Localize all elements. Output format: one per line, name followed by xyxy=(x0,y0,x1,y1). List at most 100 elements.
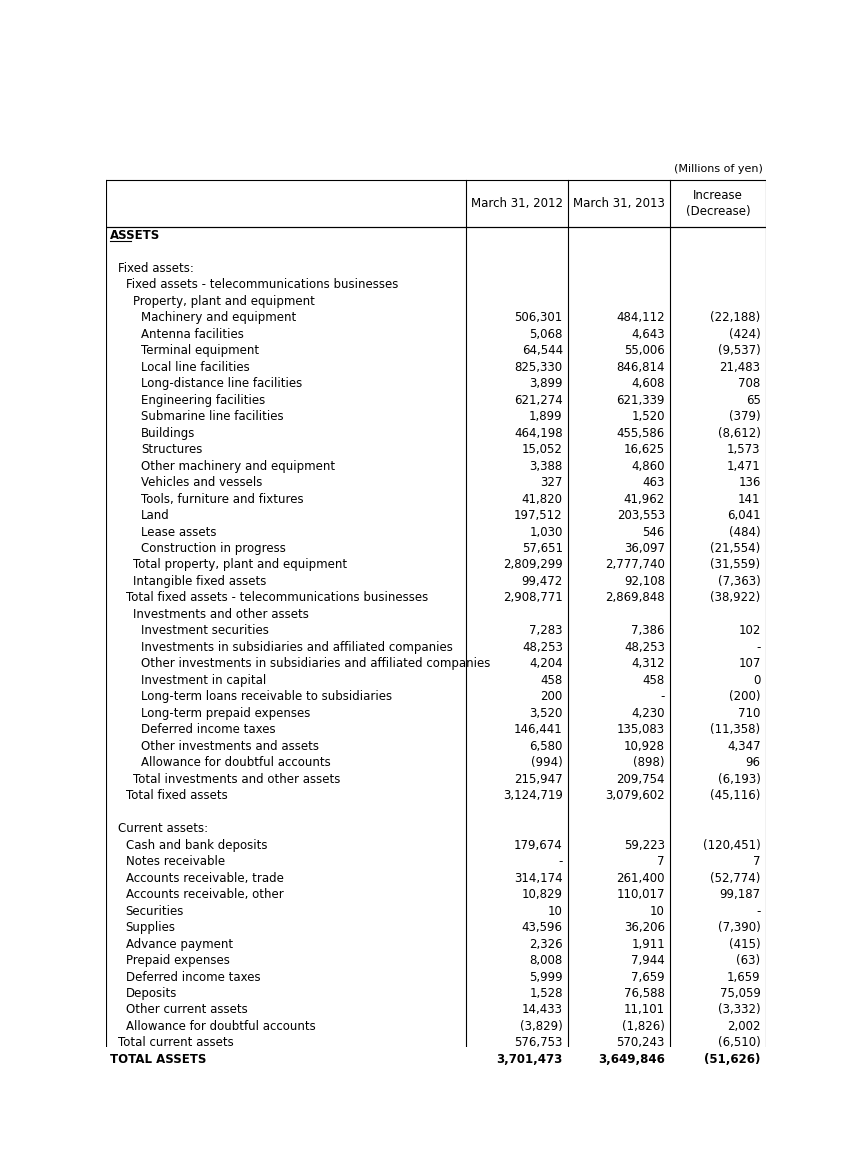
Text: 2,002: 2,002 xyxy=(727,1020,761,1033)
Text: 4,312: 4,312 xyxy=(631,657,665,670)
Text: 327: 327 xyxy=(540,476,563,489)
Text: 484,112: 484,112 xyxy=(616,312,665,325)
Text: 825,330: 825,330 xyxy=(515,361,563,374)
Text: March 31, 2013: March 31, 2013 xyxy=(574,198,665,211)
Text: 7,386: 7,386 xyxy=(631,624,665,637)
Text: 43,596: 43,596 xyxy=(522,921,563,934)
Text: Increase
(Decrease): Increase (Decrease) xyxy=(686,189,751,218)
Text: 36,206: 36,206 xyxy=(624,921,665,934)
Text: (45,116): (45,116) xyxy=(711,789,761,802)
Text: Deferred income taxes: Deferred income taxes xyxy=(125,970,260,983)
Text: Investment in capital: Investment in capital xyxy=(141,674,266,687)
Text: 179,674: 179,674 xyxy=(514,838,563,851)
Text: 1,899: 1,899 xyxy=(529,410,563,423)
Text: 7,283: 7,283 xyxy=(529,624,563,637)
Text: 59,223: 59,223 xyxy=(624,838,665,851)
Text: 3,079,602: 3,079,602 xyxy=(605,789,665,802)
Text: Notes receivable: Notes receivable xyxy=(125,855,225,868)
Text: 4,230: 4,230 xyxy=(631,707,665,720)
Text: 3,899: 3,899 xyxy=(529,377,563,390)
Text: 1,528: 1,528 xyxy=(529,987,563,1000)
Text: TOTAL ASSETS: TOTAL ASSETS xyxy=(110,1053,206,1065)
Text: 546: 546 xyxy=(643,526,665,539)
Text: 1,911: 1,911 xyxy=(631,937,665,950)
Text: 11,101: 11,101 xyxy=(624,1003,665,1016)
Text: 3,388: 3,388 xyxy=(529,460,563,473)
Text: (Millions of yen): (Millions of yen) xyxy=(674,163,762,174)
Text: 7,659: 7,659 xyxy=(631,970,665,983)
Text: 1,471: 1,471 xyxy=(727,460,761,473)
Text: Accounts receivable, other: Accounts receivable, other xyxy=(125,888,283,901)
Text: -: - xyxy=(757,904,761,917)
Text: 3,649,846: 3,649,846 xyxy=(598,1053,665,1065)
Text: 314,174: 314,174 xyxy=(514,871,563,884)
Text: 10: 10 xyxy=(650,904,665,917)
Text: Investments and other assets: Investments and other assets xyxy=(134,608,309,621)
Text: 197,512: 197,512 xyxy=(514,509,563,522)
Text: 464,198: 464,198 xyxy=(514,427,563,440)
Text: Structures: Structures xyxy=(141,443,203,456)
Text: Machinery and equipment: Machinery and equipment xyxy=(141,312,297,325)
Text: 8,008: 8,008 xyxy=(529,954,563,967)
Text: (11,358): (11,358) xyxy=(711,723,761,736)
Text: 76,588: 76,588 xyxy=(624,987,665,1000)
Text: Investments in subsidiaries and affiliated companies: Investments in subsidiaries and affiliat… xyxy=(141,641,454,654)
Text: Construction in progress: Construction in progress xyxy=(141,542,286,555)
Text: (3,829): (3,829) xyxy=(520,1020,563,1033)
Text: 215,947: 215,947 xyxy=(514,773,563,786)
Text: 4,347: 4,347 xyxy=(727,740,761,753)
Text: 15,052: 15,052 xyxy=(522,443,563,456)
Text: Long-term prepaid expenses: Long-term prepaid expenses xyxy=(141,707,311,720)
Text: Advance payment: Advance payment xyxy=(125,937,232,950)
Text: 708: 708 xyxy=(739,377,761,390)
Text: 10: 10 xyxy=(548,904,563,917)
Text: (3,332): (3,332) xyxy=(718,1003,761,1016)
Text: 41,962: 41,962 xyxy=(624,493,665,506)
Text: 203,553: 203,553 xyxy=(617,509,665,522)
Text: (7,363): (7,363) xyxy=(718,575,761,588)
Text: 261,400: 261,400 xyxy=(616,871,665,884)
Text: 6,580: 6,580 xyxy=(529,740,563,753)
Text: 576,753: 576,753 xyxy=(514,1036,563,1049)
Text: Lease assets: Lease assets xyxy=(141,526,217,539)
Text: Cash and bank deposits: Cash and bank deposits xyxy=(125,838,267,851)
Text: (31,559): (31,559) xyxy=(711,559,761,572)
Text: Allowance for doubtful accounts: Allowance for doubtful accounts xyxy=(141,756,331,769)
Text: 65: 65 xyxy=(745,394,761,407)
Text: 110,017: 110,017 xyxy=(616,888,665,901)
Text: (7,390): (7,390) xyxy=(718,921,761,934)
Text: 1,520: 1,520 xyxy=(631,410,665,423)
Text: 36,097: 36,097 xyxy=(624,542,665,555)
Text: 135,083: 135,083 xyxy=(617,723,665,736)
Text: 4,860: 4,860 xyxy=(631,460,665,473)
Text: 570,243: 570,243 xyxy=(617,1036,665,1049)
Text: Intangible fixed assets: Intangible fixed assets xyxy=(134,575,267,588)
Text: 200: 200 xyxy=(540,690,563,703)
Text: 10,928: 10,928 xyxy=(624,740,665,753)
Text: 99,472: 99,472 xyxy=(522,575,563,588)
Text: 710: 710 xyxy=(739,707,761,720)
Text: 96: 96 xyxy=(745,756,761,769)
Text: Total fixed assets - telecommunications businesses: Total fixed assets - telecommunications … xyxy=(125,592,428,604)
Text: (415): (415) xyxy=(729,937,761,950)
Text: 3,124,719: 3,124,719 xyxy=(503,789,563,802)
Text: 75,059: 75,059 xyxy=(720,987,761,1000)
Text: (200): (200) xyxy=(729,690,761,703)
Text: Other investments in subsidiaries and affiliated companies: Other investments in subsidiaries and af… xyxy=(141,657,491,670)
Text: 141: 141 xyxy=(738,493,761,506)
Text: Accounts receivable, trade: Accounts receivable, trade xyxy=(125,871,283,884)
Text: Antenna facilities: Antenna facilities xyxy=(141,328,244,341)
Text: (484): (484) xyxy=(729,526,761,539)
Text: 7: 7 xyxy=(658,855,665,868)
Text: 14,433: 14,433 xyxy=(522,1003,563,1016)
Text: -: - xyxy=(558,855,563,868)
Text: (120,451): (120,451) xyxy=(703,838,761,851)
Text: Investment securities: Investment securities xyxy=(141,624,269,637)
Text: 209,754: 209,754 xyxy=(616,773,665,786)
Text: (898): (898) xyxy=(633,756,665,769)
Text: 99,187: 99,187 xyxy=(719,888,761,901)
Text: 146,441: 146,441 xyxy=(514,723,563,736)
Text: 64,544: 64,544 xyxy=(522,345,563,358)
Text: Fixed assets - telecommunications businesses: Fixed assets - telecommunications busine… xyxy=(125,279,398,292)
Text: 463: 463 xyxy=(643,476,665,489)
